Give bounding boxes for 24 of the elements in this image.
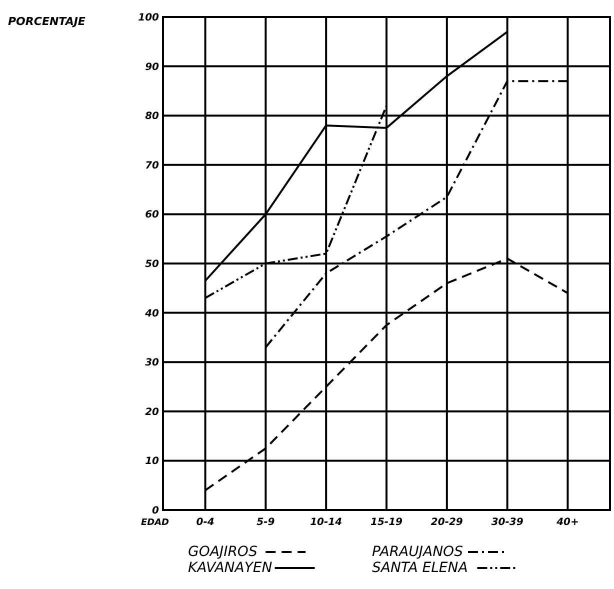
x-tick-label: 10-14 (310, 517, 342, 528)
y-axis-title: PORCENTAJE (8, 15, 86, 28)
y-tick-label: 10 (145, 456, 160, 468)
x-tick-label: 0-4 (196, 517, 214, 528)
y-tick-label: 30 (145, 358, 160, 369)
y-tick-label: 100 (138, 12, 160, 24)
y-tick-label: 40 (144, 308, 160, 320)
x-axis-title: EDAD (140, 518, 170, 528)
y-tick-label: 20 (145, 406, 160, 418)
y-tick-label: 70 (145, 160, 160, 172)
legend-label: KAVANAYEN (188, 560, 273, 576)
x-tick-label: 5-9 (256, 517, 275, 528)
x-tick-label: 40+ (556, 517, 579, 528)
x-tick-label: 15-19 (370, 517, 403, 528)
legend-label: SANTA ELENA (372, 560, 468, 576)
legend-label: PARAUJANOS (372, 544, 464, 560)
legend-label: GOAJIROS (188, 544, 258, 560)
x-tick-label: 30-39 (491, 517, 524, 528)
y-tick-label: 0 (152, 506, 160, 516)
y-tick-label: 90 (145, 62, 160, 73)
y-tick-label: 50 (145, 259, 160, 270)
y-tick-label: 60 (145, 210, 160, 221)
y-tick-label: 80 (145, 111, 160, 122)
x-tick-label: 20-29 (430, 517, 463, 528)
